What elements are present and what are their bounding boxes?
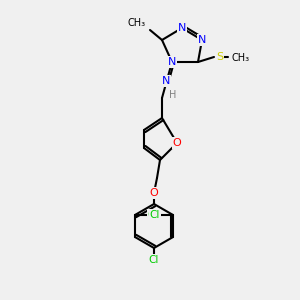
Text: N: N [162,76,170,86]
Text: O: O [172,138,182,148]
Text: O: O [150,188,158,198]
Text: N: N [168,57,176,67]
Text: CH₃: CH₃ [231,53,249,63]
Text: N: N [178,23,186,33]
Text: Cl: Cl [150,210,160,220]
Text: H: H [169,90,176,100]
Text: Cl: Cl [148,210,158,220]
Text: N: N [198,35,206,45]
Text: Cl: Cl [149,255,159,265]
Text: S: S [216,52,224,62]
Text: CH₃: CH₃ [128,18,146,28]
